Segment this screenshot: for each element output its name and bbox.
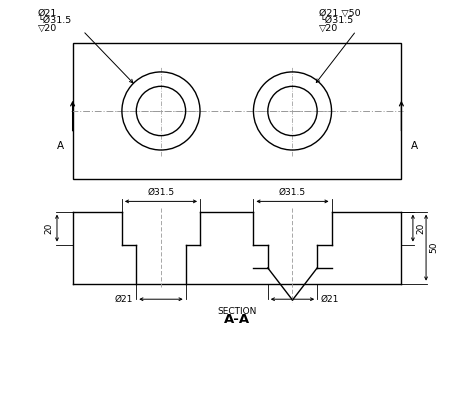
Text: └Ø31.5: └Ø31.5 [319, 16, 354, 25]
Text: Ø21: Ø21 [37, 9, 57, 18]
Text: ▽20: ▽20 [319, 23, 338, 32]
Text: └Ø31.5: └Ø31.5 [37, 16, 72, 25]
Text: Ø21: Ø21 [115, 295, 133, 304]
Text: A: A [56, 141, 64, 150]
Text: 20: 20 [416, 222, 425, 234]
Text: A-A: A-A [224, 313, 250, 326]
Text: SECTION: SECTION [217, 307, 257, 316]
Text: Ø31.5: Ø31.5 [279, 187, 306, 196]
Text: Ø31.5: Ø31.5 [147, 187, 174, 196]
Text: ▽20: ▽20 [37, 23, 57, 32]
Text: 50: 50 [429, 242, 438, 253]
Text: Ø21 ▽50: Ø21 ▽50 [319, 9, 361, 18]
Text: 20: 20 [45, 222, 54, 234]
Text: Ø21: Ø21 [320, 295, 339, 304]
Text: A: A [410, 141, 418, 150]
Bar [73, 43, 401, 179]
